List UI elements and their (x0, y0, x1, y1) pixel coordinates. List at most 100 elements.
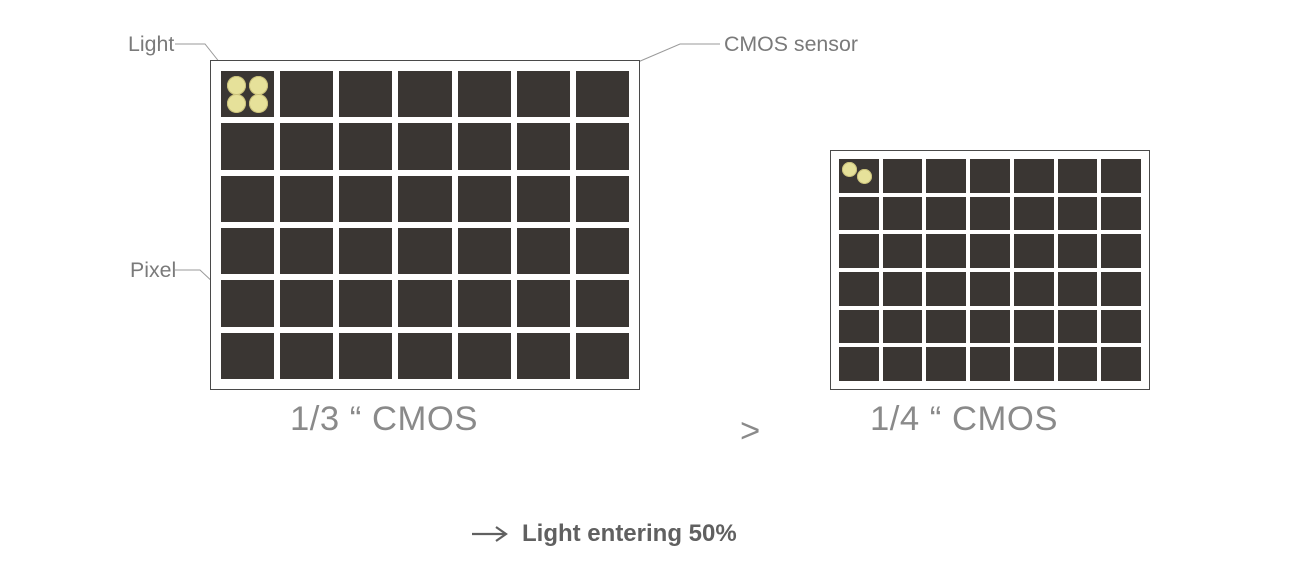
pixel (926, 310, 966, 344)
arrow-right-icon (470, 524, 510, 544)
pixel (398, 228, 451, 274)
pixel (576, 176, 629, 222)
pixel (1014, 234, 1054, 268)
pixel (458, 280, 511, 326)
pixel (1014, 310, 1054, 344)
pixel (517, 176, 570, 222)
pixel (1101, 159, 1141, 193)
pixel (576, 123, 629, 169)
pixel (839, 159, 879, 193)
pixel (839, 197, 879, 231)
pixel (339, 176, 392, 222)
pixel (1014, 347, 1054, 381)
pixel (970, 347, 1010, 381)
pixel (221, 71, 274, 117)
pixel (398, 333, 451, 379)
pixel (883, 347, 923, 381)
pixel-grid-right (839, 159, 1141, 381)
pixel (517, 71, 570, 117)
comparator-symbol: > (740, 412, 760, 451)
light-dot-icon (249, 76, 268, 95)
pixel (576, 71, 629, 117)
pixel (458, 333, 511, 379)
pixel (221, 228, 274, 274)
pixel (458, 71, 511, 117)
pixel (517, 333, 570, 379)
pixel (970, 310, 1010, 344)
pixel (926, 347, 966, 381)
caption-right: 1/4 “ CMOS (870, 400, 1058, 439)
light-dot-icon (249, 94, 268, 113)
pixel (1101, 234, 1141, 268)
pixel (883, 197, 923, 231)
pixel (839, 310, 879, 344)
pixel (1058, 234, 1098, 268)
light-dot-icon (227, 94, 246, 113)
pixel (221, 176, 274, 222)
sensor-left (210, 60, 640, 390)
pixel (1101, 197, 1141, 231)
pixel (458, 176, 511, 222)
pixel (839, 347, 879, 381)
pixel (280, 176, 333, 222)
pixel (517, 228, 570, 274)
pixel (1014, 159, 1054, 193)
pixel-grid-left (221, 71, 629, 379)
pixel (221, 333, 274, 379)
light-dots (839, 159, 879, 193)
pixel (926, 234, 966, 268)
pixel (970, 159, 1010, 193)
pixel (883, 310, 923, 344)
sensor-right (830, 150, 1150, 390)
light-dot-icon (227, 76, 246, 95)
pixel (221, 123, 274, 169)
label-pixel: Pixel (130, 258, 176, 283)
pixel (970, 234, 1010, 268)
bottom-summary: Light entering 50% (470, 520, 737, 548)
pixel (1058, 347, 1098, 381)
pixel (458, 123, 511, 169)
pixel (1058, 310, 1098, 344)
light-dots (221, 71, 274, 117)
pixel (280, 333, 333, 379)
diagram-stage: Light CMOS sensor Pixel 1/3 “ CMOS > 1/4… (0, 0, 1293, 578)
pixel (339, 71, 392, 117)
pixel (398, 71, 451, 117)
light-dot-icon (857, 169, 872, 184)
pixel (280, 71, 333, 117)
pixel (926, 272, 966, 306)
pixel (970, 197, 1010, 231)
pixel (970, 272, 1010, 306)
pixel (517, 280, 570, 326)
pixel (1058, 159, 1098, 193)
pixel (883, 272, 923, 306)
pixel (576, 333, 629, 379)
pixel (883, 159, 923, 193)
pixel (221, 280, 274, 326)
pixel (576, 228, 629, 274)
pixel (1101, 310, 1141, 344)
pixel (1014, 197, 1054, 231)
pixel (339, 333, 392, 379)
caption-left: 1/3 “ CMOS (290, 400, 478, 439)
label-cmos-sensor: CMOS sensor (724, 32, 858, 57)
pixel (339, 123, 392, 169)
pixel (458, 228, 511, 274)
pixel (280, 280, 333, 326)
pixel (839, 272, 879, 306)
pixel (339, 280, 392, 326)
pixel (398, 123, 451, 169)
pixel (926, 159, 966, 193)
pixel (1058, 197, 1098, 231)
pixel (280, 123, 333, 169)
label-light: Light (128, 32, 174, 57)
pixel (1101, 347, 1141, 381)
pixel (1014, 272, 1054, 306)
pixel (398, 280, 451, 326)
pixel (883, 234, 923, 268)
pixel (839, 234, 879, 268)
pixel (339, 228, 392, 274)
pixel (1101, 272, 1141, 306)
pixel (280, 228, 333, 274)
pixel (926, 197, 966, 231)
